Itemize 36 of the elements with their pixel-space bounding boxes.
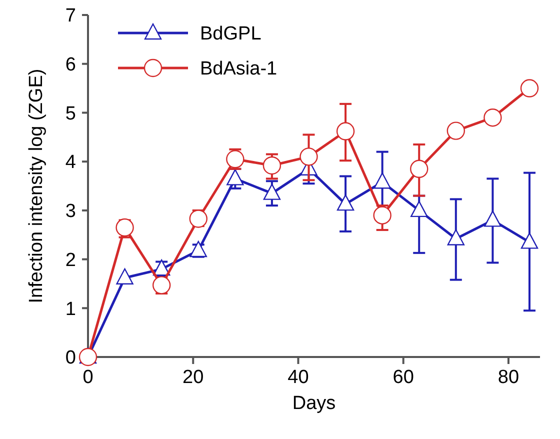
point: [152, 259, 170, 276]
point: [520, 79, 539, 98]
point: [446, 122, 466, 140]
y-tick-label: 0: [65, 348, 76, 369]
point: [410, 200, 428, 218]
point: [374, 172, 391, 189]
legend-label: BdGPL: [200, 24, 262, 45]
y-tick-label: 3: [65, 201, 76, 222]
point: [484, 210, 502, 227]
point: [262, 156, 282, 175]
y-tick-label: 1: [65, 298, 76, 320]
point: [520, 232, 538, 249]
point: [336, 194, 354, 211]
point: [447, 229, 465, 246]
point: [373, 206, 392, 224]
x-tick-label: 20: [182, 367, 204, 388]
x-tick-label: 40: [288, 367, 309, 388]
y-tick-label: 5: [65, 103, 76, 124]
y-tick-label: 7: [65, 6, 76, 27]
point: [300, 148, 318, 166]
x-axis-title: Days: [292, 393, 336, 414]
x-tick-label: 0: [82, 367, 94, 388]
point: [190, 240, 207, 258]
y-tick-label: 6: [65, 54, 76, 76]
y-tick-label: 2: [65, 250, 76, 271]
point: [336, 122, 355, 140]
legend-label: BdAsia-1: [200, 58, 278, 80]
y-tick-label: 4: [65, 152, 76, 174]
x-tick-label: 80: [498, 367, 520, 388]
point: [410, 160, 428, 178]
point: [116, 268, 134, 284]
point: [484, 108, 502, 127]
y-axis-title: Infection intensity log (ZGE): [26, 68, 47, 304]
x-tick-label: 60: [392, 367, 414, 388]
point: [263, 184, 281, 200]
point: [226, 169, 244, 186]
